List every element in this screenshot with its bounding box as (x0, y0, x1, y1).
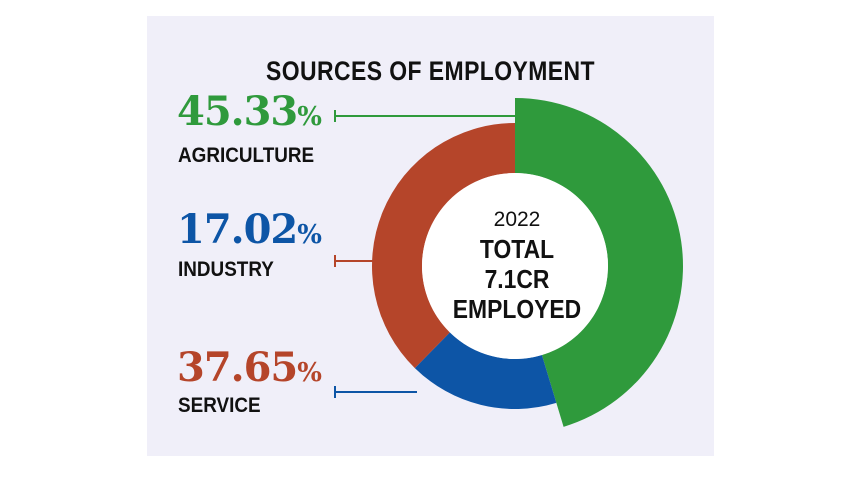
donut-hole (422, 173, 608, 359)
industry-percent: 17.02% (177, 206, 322, 257)
center-year: 2022 (493, 208, 541, 231)
agriculture-percent-value: 45.33 (177, 88, 298, 135)
chart-panel: SOURCES OF EMPLOYMENT 45.33% AGRICULTURE… (147, 16, 714, 456)
industry-slice (414, 332, 557, 409)
chart-title: SOURCES OF EMPLOYMENT (266, 56, 595, 86)
agriculture-percent-sign: % (297, 102, 322, 132)
industry-label: INDUSTRY (178, 258, 274, 281)
service-label: SERVICE (178, 394, 261, 417)
agriculture-percent: 45.33% (177, 88, 322, 139)
agriculture-label: AGRICULTURE (178, 144, 315, 167)
service-percent-sign: % (297, 358, 322, 388)
center-employed-label: EMPLOYED (452, 294, 582, 324)
industry-percent-value: 17.02 (177, 206, 298, 253)
donut-chart (334, 98, 684, 427)
center-total-label: TOTAL (479, 234, 555, 264)
service-percent: 37.65% (177, 344, 322, 395)
service-percent-value: 37.65 (177, 344, 298, 391)
service-slice (372, 122, 515, 369)
industry-percent-sign: % (297, 220, 322, 250)
agriculture-slice (515, 98, 684, 427)
center-total-value: 7.1CR (484, 264, 550, 294)
